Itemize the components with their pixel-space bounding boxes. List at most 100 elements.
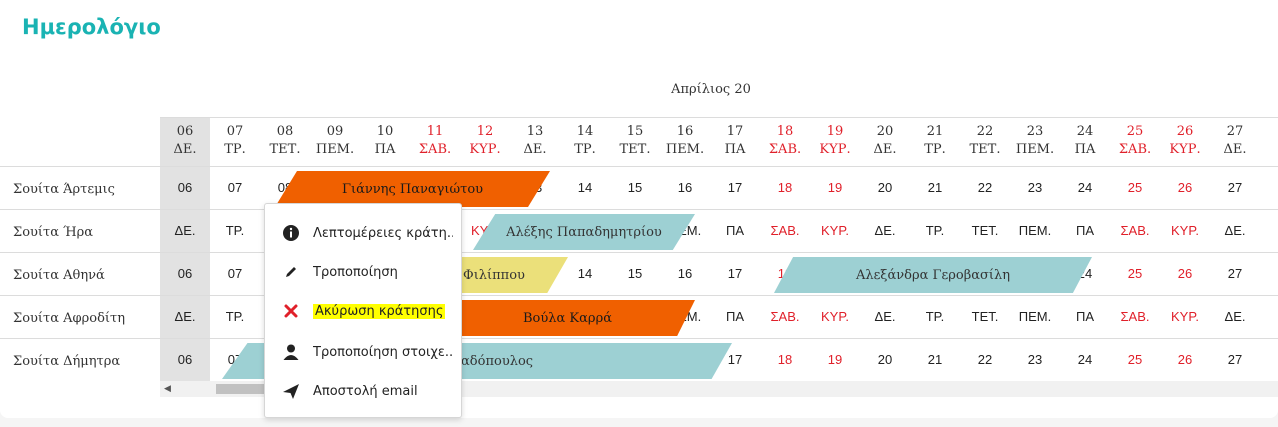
header-day: 08 ΤΕΤ. [260, 118, 310, 166]
day-cell[interactable]: Τ [1260, 296, 1278, 338]
day-cell[interactable]: 07 [227, 266, 243, 281]
day-cell[interactable]: 16 [677, 180, 693, 195]
day-cell[interactable]: ΤΡ. [225, 223, 245, 238]
header-day: Τ [1260, 118, 1278, 166]
booking-guest-name: Βούλα Καρρά [523, 310, 612, 326]
context-menu-item[interactable]: Ακύρωση κράτησης [265, 296, 461, 326]
day-cell[interactable]: 06 [160, 339, 210, 381]
day-cell[interactable]: 17 [727, 266, 743, 281]
day-cell[interactable]: 21 [927, 180, 943, 195]
day-cell[interactable]: ΠΑ [725, 223, 745, 238]
header-day-weekday: ΣΑΒ. [418, 142, 452, 157]
day-cell[interactable]: 27 [1227, 352, 1243, 367]
header-day-weekday: ΔΕ. [173, 142, 197, 157]
header-day: 15 ΤΕΤ. [610, 118, 660, 166]
room-label: Σουίτα Αφροδίτη [13, 311, 125, 326]
day-cell[interactable]: 18 [777, 352, 793, 367]
header-day: 12 ΚΥΡ. [460, 118, 510, 166]
day-cell[interactable]: 23 [1027, 352, 1043, 367]
day-cell[interactable]: ΤΡ. [225, 309, 245, 324]
day-cell[interactable]: 25 [1127, 352, 1143, 367]
day-cell[interactable]: 22 [977, 352, 993, 367]
grid-row-divider [0, 252, 1278, 253]
day-cell[interactable]: ΤΡ. [925, 223, 945, 238]
day-cell[interactable]: 07 [227, 180, 243, 195]
scroll-left-arrow-icon[interactable]: ◀ [164, 384, 171, 394]
day-cell[interactable]: ΠΑ [725, 309, 745, 324]
day-cell[interactable]: ΣΑΒ. [770, 309, 800, 324]
header-day-number: 12 [476, 124, 494, 139]
day-cell[interactable]: ΚΥΡ. [821, 309, 849, 324]
month-label: Απρίλιος 20 [671, 82, 751, 97]
day-cell[interactable]: 06 [160, 167, 210, 209]
day-cell[interactable]: 21 [927, 352, 943, 367]
day-cell[interactable]: ΔΕ. [874, 223, 896, 238]
context-menu-item[interactable]: Αποστολή email [265, 376, 461, 406]
day-cell[interactable]: Τ [1260, 210, 1278, 252]
day-cell[interactable]: ΤΕΤ. [971, 223, 999, 238]
day-cell[interactable]: ΚΥΡ. [1171, 223, 1199, 238]
day-cell[interactable]: ΤΕΤ. [971, 309, 999, 324]
context-menu-item[interactable]: Τροποποίηση [265, 257, 461, 287]
day-cell[interactable]: 24 [1077, 180, 1093, 195]
day-cell[interactable]: 17 [727, 180, 743, 195]
day-cell[interactable]: 19 [827, 180, 843, 195]
day-cell[interactable]: ΔΕ. [1224, 309, 1246, 324]
day-cell[interactable]: ΣΑΒ. [1120, 223, 1150, 238]
context-menu-item[interactable]: Τροποποίηση στοιχε... [265, 337, 461, 367]
day-cell[interactable]: ΔΕ. [1224, 223, 1246, 238]
calendar-card: Ημερολόγιο Απρίλιος 20 06 ΔΕ. 07 ΤΡ. 08 ΤΕΤ. 0… [0, 15, 1278, 418]
day-cell[interactable]: ΣΑΒ. [1120, 309, 1150, 324]
day-cell[interactable]: ΔΕ. [160, 210, 210, 252]
day-cell[interactable]: ΠΑ [1075, 223, 1095, 238]
day-cell[interactable]: 20 [877, 352, 893, 367]
day-cell[interactable]: 14 [577, 266, 593, 281]
day-cell[interactable]: 27 [1227, 266, 1243, 281]
day-cell[interactable]: ΠΑ [1075, 309, 1095, 324]
booking-guest-name: Γιάννης Παναγιώτου [341, 181, 484, 197]
booking-bar[interactable]: Αλέξης Παπαδημητρίου [473, 214, 695, 250]
day-cell[interactable]: 16 [677, 266, 693, 281]
header-day-number: 16 [676, 124, 694, 139]
booking-bar[interactable]: Γιάννης Παναγιώτου [275, 171, 550, 207]
booking-bar[interactable]: Αλεξάνδρα Γεροβασίλη [774, 257, 1092, 293]
day-cell[interactable]: ΚΥΡ. [821, 223, 849, 238]
context-menu-item[interactable]: Λεπτομέρειες κράτη... [265, 218, 461, 248]
day-cell[interactable]: ΣΑΒ. [770, 223, 800, 238]
booking-bar[interactable]: Βούλα Καρρά [440, 300, 695, 336]
day-cell[interactable] [1260, 167, 1278, 209]
day-cell[interactable]: 19 [827, 352, 843, 367]
day-cell[interactable]: 18 [777, 180, 793, 195]
day-cell[interactable]: ΔΕ. [160, 296, 210, 338]
day-cell[interactable]: 25 [1127, 180, 1143, 195]
day-cell[interactable] [1260, 339, 1278, 381]
day-cell[interactable]: 17 [727, 352, 743, 367]
booking-guest-name: Αλεξάνδρα Γεροβασίλη [855, 267, 1011, 283]
day-cell[interactable]: 26 [1177, 180, 1193, 195]
room-label: Σουίτα Δήμητρα [13, 354, 121, 369]
day-cell[interactable]: 06 [160, 253, 210, 295]
day-cell[interactable]: 15 [627, 266, 643, 281]
day-cell[interactable]: ΚΥΡ. [1171, 309, 1199, 324]
day-cell[interactable]: ΔΕ. [874, 309, 896, 324]
day-cell[interactable]: 15 [627, 180, 643, 195]
day-cell[interactable] [1260, 253, 1278, 295]
day-cell[interactable]: 25 [1127, 266, 1143, 281]
day-cell[interactable]: ΤΡ. [925, 309, 945, 324]
header-day: 14 ΤΡ. [560, 118, 610, 166]
context-menu-item-label: Τροποποίηση στοιχε... [313, 344, 453, 360]
header-day-weekday: ΤΡ. [924, 142, 946, 157]
day-cell[interactable]: 14 [577, 180, 593, 195]
day-cell[interactable]: 24 [1077, 352, 1093, 367]
day-cell[interactable]: 27 [1227, 180, 1243, 195]
header-day-weekday: ΚΥΡ. [819, 142, 851, 157]
day-cell[interactable]: 22 [977, 180, 993, 195]
day-cell[interactable]: 26 [1177, 266, 1193, 281]
day-cell[interactable]: 26 [1177, 352, 1193, 367]
day-cell[interactable]: ΠΕΜ. [1018, 309, 1052, 324]
header-day-weekday: ΠΕΜ. [315, 142, 355, 157]
day-cell[interactable]: ΠΕΜ. [1018, 223, 1052, 238]
day-cell[interactable]: 20 [877, 180, 893, 195]
day-cell[interactable]: 23 [1027, 180, 1043, 195]
